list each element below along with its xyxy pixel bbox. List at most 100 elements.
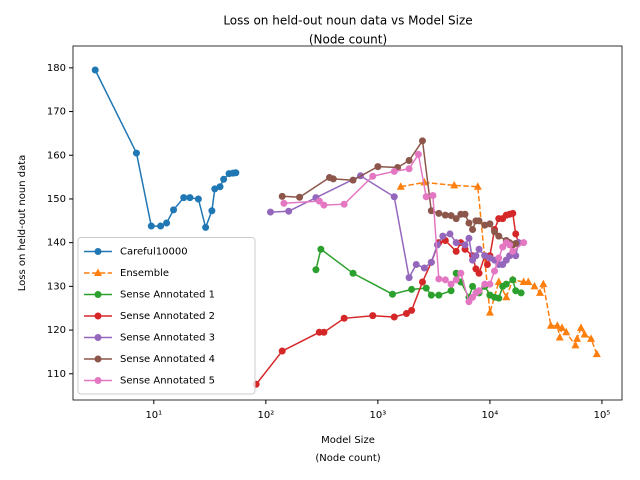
chart-subtitle: (Node count): [309, 33, 387, 47]
marker: [369, 172, 377, 180]
marker: [317, 245, 325, 253]
marker: [340, 200, 348, 208]
marker: [461, 210, 469, 218]
marker: [573, 334, 582, 342]
y-tick-label: 150: [47, 194, 66, 205]
x-tick-label: 10³: [370, 410, 387, 421]
marker: [469, 282, 477, 290]
marker: [427, 207, 435, 215]
marker: [592, 349, 601, 358]
marker: [512, 240, 520, 248]
chart-title: Loss on held-out noun data vs Model Size: [223, 14, 472, 28]
marker: [450, 180, 459, 189]
marker: [194, 195, 202, 203]
axes-frame: [72, 45, 623, 401]
marker: [216, 183, 224, 191]
marker: [457, 269, 465, 277]
marker: [408, 285, 416, 293]
marker: [483, 261, 491, 269]
marker: [441, 276, 449, 284]
legend-label: Sense Annotated 4: [120, 354, 215, 365]
marker: [546, 321, 555, 329]
marker: [475, 287, 483, 295]
marker: [562, 327, 571, 336]
marker: [390, 313, 398, 321]
marker: [446, 230, 454, 238]
marker: [495, 254, 503, 262]
marker: [349, 176, 357, 184]
y-tick-label: 170: [47, 107, 66, 118]
x-tick-label: 10¹: [145, 410, 162, 421]
marker: [465, 219, 473, 227]
marker: [312, 266, 320, 274]
marker: [329, 175, 337, 183]
marker: [495, 294, 503, 302]
x-axis-label: Model Size: [321, 435, 375, 446]
marker: [208, 207, 216, 215]
marker: [315, 197, 323, 205]
legend-box: [77, 237, 256, 395]
marker: [524, 277, 533, 285]
marker: [512, 230, 520, 238]
marker: [296, 193, 304, 201]
marker: [553, 321, 562, 329]
marker: [202, 223, 210, 231]
y-tick-label: 140: [47, 238, 66, 249]
marker: [571, 340, 580, 349]
marker: [481, 280, 489, 288]
y-tick-label: 120: [47, 325, 66, 336]
legend-marker: [94, 248, 102, 255]
marker: [211, 185, 219, 193]
legend-label: Sense Annotated 5: [120, 376, 215, 387]
marker: [587, 334, 596, 342]
marker: [435, 275, 443, 283]
x-tick-label: 10⁵: [594, 410, 611, 421]
marker: [491, 267, 499, 275]
x-tick-label: 10²: [257, 410, 274, 421]
marker: [408, 306, 416, 314]
marker: [414, 150, 422, 158]
marker: [502, 280, 510, 288]
marker: [390, 167, 398, 175]
x-tick-label: 10⁴: [482, 410, 499, 421]
series-line: [283, 152, 525, 304]
marker: [280, 199, 288, 207]
legend-marker: [94, 377, 102, 384]
marker: [180, 194, 188, 202]
marker: [465, 234, 473, 242]
marker: [396, 182, 405, 190]
marker: [475, 269, 483, 277]
marker: [580, 329, 589, 338]
marker: [530, 281, 539, 290]
x-axis-label-sub: (Node count): [315, 453, 380, 464]
marker: [558, 323, 567, 331]
marker: [369, 312, 377, 320]
y-tick-label: 130: [47, 281, 66, 292]
marker: [147, 222, 155, 230]
marker: [390, 193, 398, 201]
marker: [278, 192, 286, 200]
marker: [435, 209, 443, 217]
marker: [452, 276, 460, 284]
y-tick-label: 160: [47, 150, 66, 161]
marker: [163, 219, 171, 227]
marker: [435, 291, 443, 299]
marker: [512, 287, 520, 295]
marker: [349, 269, 357, 277]
legend-label: Sense Annotated 2: [120, 311, 215, 322]
marker: [447, 287, 455, 295]
marker: [429, 191, 437, 199]
marker: [420, 177, 429, 186]
marker: [452, 239, 460, 247]
marker: [475, 245, 483, 253]
y-axis-label: Loss on held-out noun data: [17, 155, 28, 292]
legend-label: Sense Annotated 3: [120, 333, 215, 344]
marker: [405, 157, 413, 165]
series-line: [255, 212, 520, 385]
marker: [555, 333, 564, 341]
marker: [475, 217, 483, 225]
legend-marker: [94, 355, 102, 363]
y-tick-label: 110: [47, 369, 66, 380]
marker: [320, 201, 328, 209]
legend-label: Careful10000: [120, 247, 188, 258]
